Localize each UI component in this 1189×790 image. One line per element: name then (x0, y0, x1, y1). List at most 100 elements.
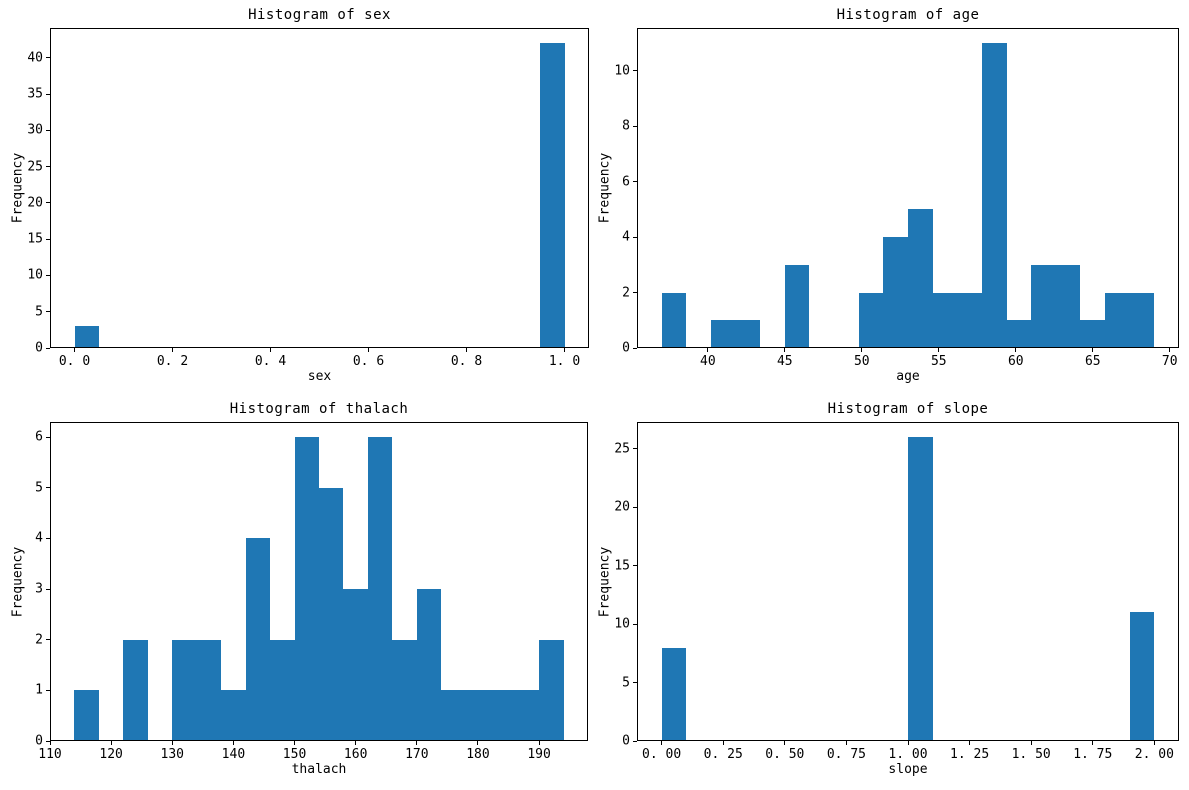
y-tick-mark (46, 537, 50, 539)
y-tick-label: 0 (622, 733, 630, 749)
x-tick-mark (294, 741, 296, 745)
x-axis-label: slope (888, 762, 928, 777)
histogram-bar (74, 326, 99, 348)
histogram-bar (441, 690, 466, 741)
x-tick-label: 130 (160, 747, 185, 762)
histogram-bar (710, 320, 736, 348)
x-tick-label: 0. 75 (826, 747, 866, 762)
y-axis-label: Frequency (10, 152, 26, 224)
y-tick-mark (46, 93, 50, 95)
x-tick-label: 50 (853, 354, 870, 369)
y-tick-mark (46, 129, 50, 131)
y-axis-label: Frequency (10, 546, 26, 617)
x-tick-label: 45 (776, 354, 793, 369)
x-tick-mark (707, 348, 709, 352)
x-tick-label: 70 (1161, 354, 1178, 369)
histogram-bar (319, 487, 344, 741)
x-tick-mark (661, 741, 663, 745)
x-tick-mark (110, 741, 112, 745)
histogram-bar (1055, 264, 1081, 348)
y-tick-mark (633, 181, 637, 183)
y-tick-label: 40 (27, 50, 43, 66)
y-tick-label: 2 (622, 285, 630, 301)
y-tick-label: 6 (35, 429, 43, 445)
histogram-bar (1129, 292, 1155, 348)
x-tick-mark (1015, 348, 1017, 352)
x-tick-label: 1. 00 (888, 747, 928, 762)
histogram-bar (539, 639, 564, 741)
y-tick-label: 4 (622, 229, 630, 245)
y-tick-label: 1 (35, 682, 43, 698)
y-tick-mark (633, 236, 637, 238)
x-tick-label: 0. 6 (352, 354, 385, 369)
y-tick-label: 0 (35, 733, 43, 749)
y-tick-mark (46, 487, 50, 489)
x-tick-label: 0. 00 (642, 747, 682, 762)
histogram-bar (735, 320, 761, 348)
y-tick-label: 25 (27, 159, 43, 175)
y-tick-mark (633, 448, 637, 450)
histogram-bar (196, 639, 222, 741)
x-tick-mark (784, 348, 786, 352)
histogram-bar (784, 264, 810, 348)
y-tick-mark (633, 347, 637, 349)
x-tick-mark (907, 741, 909, 745)
y-tick-label: 15 (614, 558, 630, 574)
y-tick-label: 35 (27, 86, 43, 102)
x-tick-mark (232, 741, 234, 745)
y-tick-label: 0 (622, 340, 630, 356)
x-tick-mark (845, 741, 847, 745)
y-tick-label: 2 (35, 632, 43, 648)
y-axis-label: Frequency (597, 152, 613, 224)
x-tick-mark (1092, 348, 1094, 352)
histogram-bar (883, 237, 908, 348)
x-tick-label: 40 (700, 354, 716, 369)
histogram-bar (661, 647, 687, 741)
y-tick-label: 6 (622, 174, 630, 190)
y-tick-mark (46, 347, 50, 349)
x-axis-label: age (896, 369, 920, 384)
chart-title: Histogram of sex (248, 7, 391, 23)
y-tick-label: 10 (27, 267, 43, 283)
y-tick-mark (633, 70, 637, 72)
y-tick-label: 5 (622, 675, 630, 691)
chart-title: Histogram of age (836, 7, 980, 23)
x-tick-mark (355, 741, 357, 745)
x-tick-mark (938, 348, 940, 352)
x-tick-mark (564, 348, 565, 352)
y-tick-label: 30 (27, 122, 43, 138)
x-tick-label: 1. 50 (1011, 747, 1051, 762)
x-tick-label: 0. 0 (58, 354, 91, 369)
histogram-bar (172, 639, 197, 741)
plot-area (50, 422, 588, 741)
y-tick-label: 8 (622, 118, 630, 134)
y-tick-label: 20 (27, 195, 43, 211)
y-tick-label: 25 (614, 441, 630, 457)
x-tick-label: 160 (343, 747, 368, 762)
x-tick-label: 1. 25 (950, 747, 990, 762)
y-tick-mark (633, 623, 637, 625)
x-tick-label: 0. 2 (156, 354, 189, 369)
histogram-bar (1129, 612, 1155, 741)
y-tick-mark (46, 166, 50, 168)
y-tick-mark (46, 689, 50, 691)
x-tick-mark (538, 741, 540, 745)
histogram-bar (858, 292, 884, 348)
histogram-bar (1080, 320, 1106, 348)
x-tick-label: 120 (99, 747, 123, 762)
histogram-bar (981, 43, 1007, 348)
x-tick-label: 190 (527, 747, 551, 762)
y-tick-label: 3 (35, 581, 43, 597)
x-tick-label: 180 (466, 747, 490, 762)
histogram-bar (245, 538, 271, 741)
histogram-bar (514, 690, 540, 741)
chart-title: Histogram of slope (827, 401, 989, 417)
x-tick-label: 140 (221, 747, 246, 762)
x-tick-mark (49, 741, 51, 745)
x-tick-mark (466, 348, 467, 352)
